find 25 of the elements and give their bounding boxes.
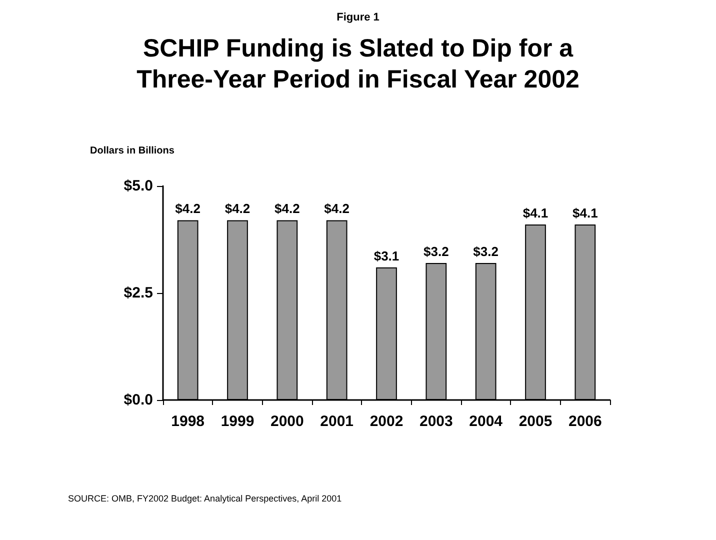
x-tick-label: 2003 [419, 413, 453, 430]
x-tick-label: 2001 [320, 413, 354, 430]
x-tick-label: 1998 [171, 413, 205, 430]
x-tick-label: 2004 [469, 413, 504, 430]
y-axis-title: Dollars in Billions [90, 146, 175, 156]
x-tick-label: 1999 [220, 413, 254, 430]
data-label: $4.2 [324, 201, 350, 216]
data-label: $4.1 [522, 206, 548, 221]
y-tick-label: $5.0 [124, 178, 153, 194]
source-note: SOURCE: OMB, FY2002 Budget: Analytical Perspectives, April 2001 [68, 494, 342, 504]
x-tick-label: 2000 [270, 413, 304, 430]
y-tick-label: $0.0 [124, 392, 153, 408]
data-label: $4.2 [224, 201, 250, 216]
data-label: $3.1 [374, 248, 400, 264]
data-label: $4.2 [175, 201, 200, 216]
data-label: $4.1 [572, 206, 598, 221]
data-label: $3.2 [424, 244, 449, 260]
data-label: $3.2 [473, 244, 498, 260]
x-tick-label: 2002 [370, 413, 404, 430]
x-tick-label: 2005 [518, 413, 552, 430]
data-label: $4.2 [274, 201, 300, 216]
y-tick-label: $2.5 [124, 284, 153, 302]
x-tick-label: 2006 [568, 413, 602, 430]
chart-title: SCHIP Funding is Slated to Dip for a Three-Year Period in Fiscal Year 2002 [136, 34, 580, 94]
chart-subtitle: Figure 1 [336, 12, 380, 24]
